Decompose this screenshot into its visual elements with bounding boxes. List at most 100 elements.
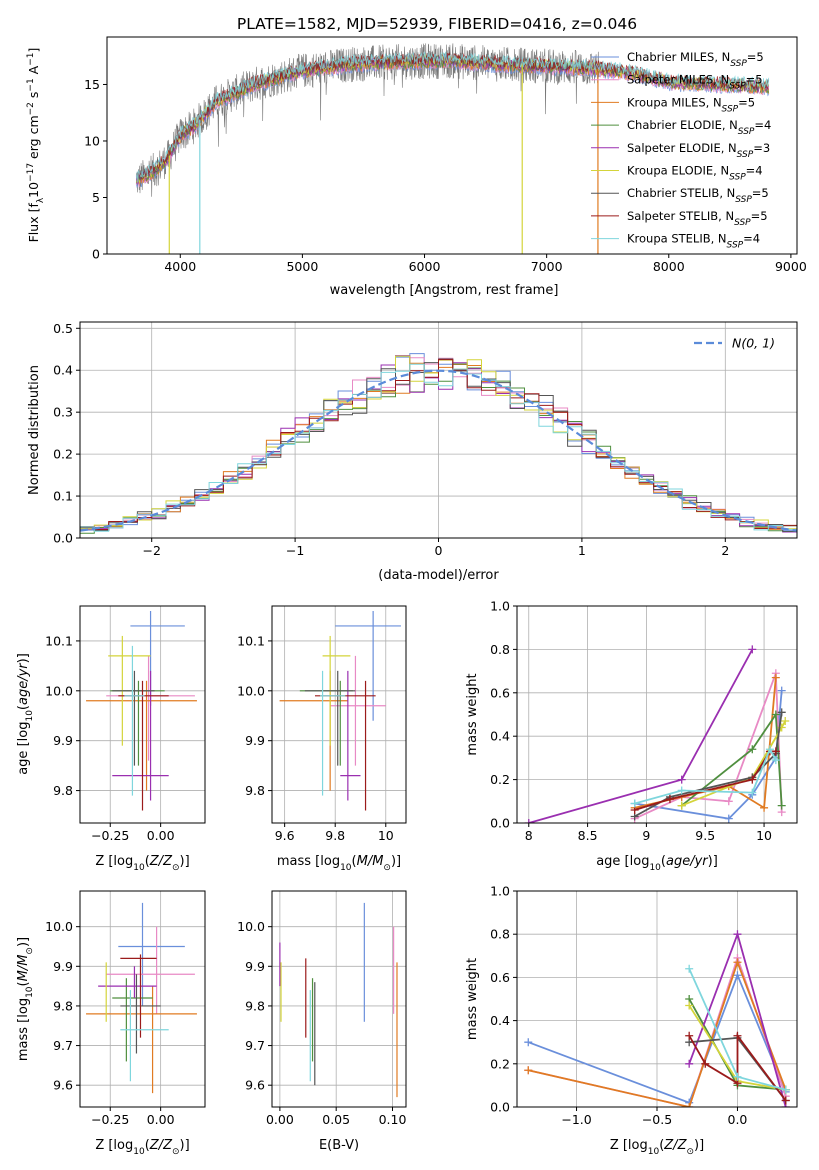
series-marker (685, 1059, 694, 1068)
x-tick-label: 9.6 (275, 828, 295, 843)
errorbar-salpeter-stelib (120, 954, 157, 1038)
label-part: ( (16, 705, 31, 710)
x-axis-label: mass [log10(M/M⊙)] (277, 854, 401, 873)
y-tick-label: 9.7 (245, 1038, 265, 1053)
errorbar-salpeter-elodie (98, 966, 157, 999)
series-marker (724, 814, 733, 823)
label-part: ⊙ (25, 947, 35, 955)
y-tick-label: 15 (84, 77, 100, 92)
label-part: =3 (753, 141, 770, 155)
series-marker (777, 686, 786, 695)
series-marker (781, 1085, 790, 1094)
series-marker (733, 971, 742, 980)
errorbar-chabrier-miles (118, 902, 185, 1006)
label-part: 10 (133, 1147, 145, 1157)
gaussian-legend-label: N(0, 1) (732, 336, 775, 351)
label-part: SSP (737, 150, 754, 160)
series-marker (777, 801, 786, 810)
y-tick-label: 0.0 (490, 816, 510, 831)
axes-frame (79, 890, 206, 1108)
series-line (527, 972, 787, 1104)
errorbar-kroupa-stelib (124, 645, 145, 796)
x-tick-label: 6000 (409, 259, 441, 274)
x-axis-label: E(B-V) (319, 1138, 359, 1153)
errorbar-kroupa-miles (86, 680, 197, 791)
errorbar-chabrier-stelib (304, 670, 356, 766)
label-part: Salpeter ELODIE, N (627, 141, 737, 155)
errorbar-chabrier-elodie (299, 680, 353, 766)
y-tick-label: 9.8 (53, 783, 73, 798)
errorbar-salpeter-elodie (340, 670, 361, 801)
x-tick-label: 0.05 (322, 1112, 350, 1127)
label-part: 10 (26, 182, 41, 198)
label-part: SSP (729, 173, 746, 183)
label-part: mass [log (277, 854, 340, 869)
x-tick-label: −1 (286, 543, 304, 558)
x-tick-label: 8.5 (578, 828, 598, 843)
y-tick-label: 9.8 (245, 783, 265, 798)
series-marker (630, 799, 639, 808)
errorbar-chabrier-elodie (110, 680, 165, 766)
y-tick-label: 10.0 (45, 683, 73, 698)
legend-label-salpeter-miles: Salpeter MILES, NSSP=5 (627, 73, 763, 92)
series-marker (781, 717, 790, 726)
x-axis-label: Z [log10(Z/Z⊙)] (95, 854, 189, 873)
x-axis-label: age [log10(age/yr)] (596, 854, 718, 873)
series-marker (524, 1066, 533, 1075)
label-part: SSP (722, 104, 739, 114)
plot-area-age_vs_mass (279, 610, 401, 811)
y-tick-label: 9.6 (53, 1078, 73, 1093)
x-tick-label: 0 (435, 543, 443, 558)
x-tick-label: −0.5 (642, 1112, 672, 1127)
label-part: s (26, 92, 41, 103)
axes-frame (271, 890, 407, 1108)
x-tick-label: −1.0 (561, 1112, 591, 1127)
series-marker (677, 801, 686, 810)
y-tick-label: 0.2 (490, 772, 510, 787)
label-part: age/yr (16, 662, 31, 705)
label-part: −1 (26, 78, 36, 91)
series-kroupa-stelib (685, 964, 790, 1094)
hist-kroupa-stelib (80, 363, 797, 538)
errorbar-kroupa-miles (86, 986, 197, 1094)
label-part: Chabrier STELIB, N (627, 186, 735, 200)
errorbar-kroupa-stelib (120, 990, 169, 1082)
x-tick-label: 10 (378, 828, 394, 843)
series-marker (524, 1038, 533, 1047)
series-marker (733, 930, 742, 939)
axes-frame (79, 605, 206, 824)
series-marker (748, 745, 757, 754)
panel-weight_vs_Z: −1.0 −0.5 0.0 0.0 0.2 0.4 0.6 0.8 1.0 Z [log10(Z/… (465, 884, 798, 1157)
errorbar-chabrier-miles (335, 610, 401, 721)
y-tick-label: 10.0 (45, 919, 73, 934)
series-salpeter-elodie (524, 645, 757, 823)
y-tick-label: 0.6 (490, 970, 510, 985)
x-tick-label: 9.5 (695, 828, 715, 843)
label-part: ( (145, 1138, 150, 1153)
label-part: Flux [f (26, 203, 41, 243)
gaussian-curve (80, 369, 797, 532)
plot-area-spectrum (135, 43, 770, 254)
label-part: Chabrier ELODIE, N (627, 118, 738, 132)
label-part: =5 (752, 186, 769, 200)
y-tick-label: 0.4 (490, 1013, 510, 1028)
label-part: ⊙ (383, 863, 391, 873)
legend-label-salpeter-stelib: Salpeter STELIB, NSSP=5 (627, 209, 768, 228)
figure-title: PLATE=1582, MJD=52939, FIBERID=0416, z=0… (237, 15, 637, 33)
x-tick-label: 10 (756, 828, 772, 843)
y-tick-label: 9.8 (53, 998, 73, 1013)
y-tick-label: 1.0 (490, 884, 510, 899)
plot-area-residuals (80, 353, 797, 538)
y-tick-label: 0.5 (53, 321, 73, 336)
plot-area-age_vs_Z (86, 610, 197, 811)
x-tick-label: −0.25 (91, 828, 129, 843)
label-part: SSP (735, 195, 752, 205)
series-marker (733, 1072, 742, 1081)
plot-area-weight_vs_age (524, 645, 790, 823)
series-marker (748, 788, 757, 797)
x-tick-label: 1 (578, 543, 586, 558)
series-marker (760, 803, 769, 812)
y-tick-label: 0.1 (53, 489, 73, 504)
x-axis-label: Z [log10(Z/Z⊙)] (95, 1138, 189, 1157)
